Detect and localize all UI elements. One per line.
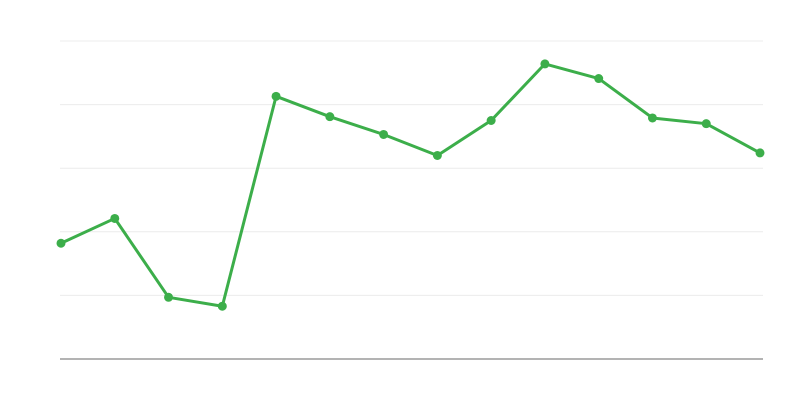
data-point-marker[interactable] (164, 292, 174, 302)
data-point-marker[interactable] (594, 74, 604, 84)
data-line (59, 62, 762, 308)
data-point-marker[interactable] (486, 116, 496, 125)
data-point-marker[interactable] (56, 238, 66, 248)
data-point-marker[interactable] (379, 129, 389, 139)
data-point-marker[interactable] (271, 91, 281, 101)
data-point-marker[interactable] (647, 113, 657, 123)
data-point-marker[interactable] (217, 301, 227, 311)
data-point-marker[interactable] (701, 119, 711, 129)
data-point-marker[interactable] (110, 213, 120, 223)
data-point-marker[interactable] (432, 150, 442, 160)
data-point-marker[interactable] (540, 59, 550, 69)
data-point-marker[interactable] (325, 112, 335, 122)
data-point-marker[interactable] (755, 148, 765, 158)
